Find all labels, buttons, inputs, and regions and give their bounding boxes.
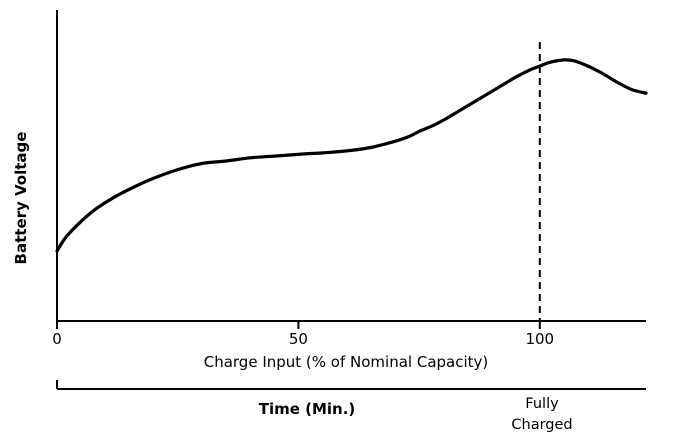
- fully-charged-annotation-line1: Fully: [525, 396, 559, 412]
- x-tick-label-50: 50: [289, 330, 308, 348]
- time-axis: Time (Min.) Fully Charged: [56, 380, 646, 433]
- x-tick-label-100: 100: [525, 330, 554, 348]
- x-tick-labels: 0 50 100: [52, 330, 554, 348]
- x-ticks: [56, 321, 541, 329]
- battery-voltage-curve: [55, 58, 648, 253]
- y-axis-label: Battery Voltage: [12, 132, 30, 265]
- time-axis-label: Time (Min.): [259, 400, 356, 418]
- x-tick-label-0: 0: [52, 330, 62, 348]
- fully-charged-annotation-line2: Charged: [511, 417, 572, 433]
- plot-area: 0 50 100: [52, 10, 648, 348]
- x-axis-label: Charge Input (% of Nominal Capacity): [204, 353, 489, 371]
